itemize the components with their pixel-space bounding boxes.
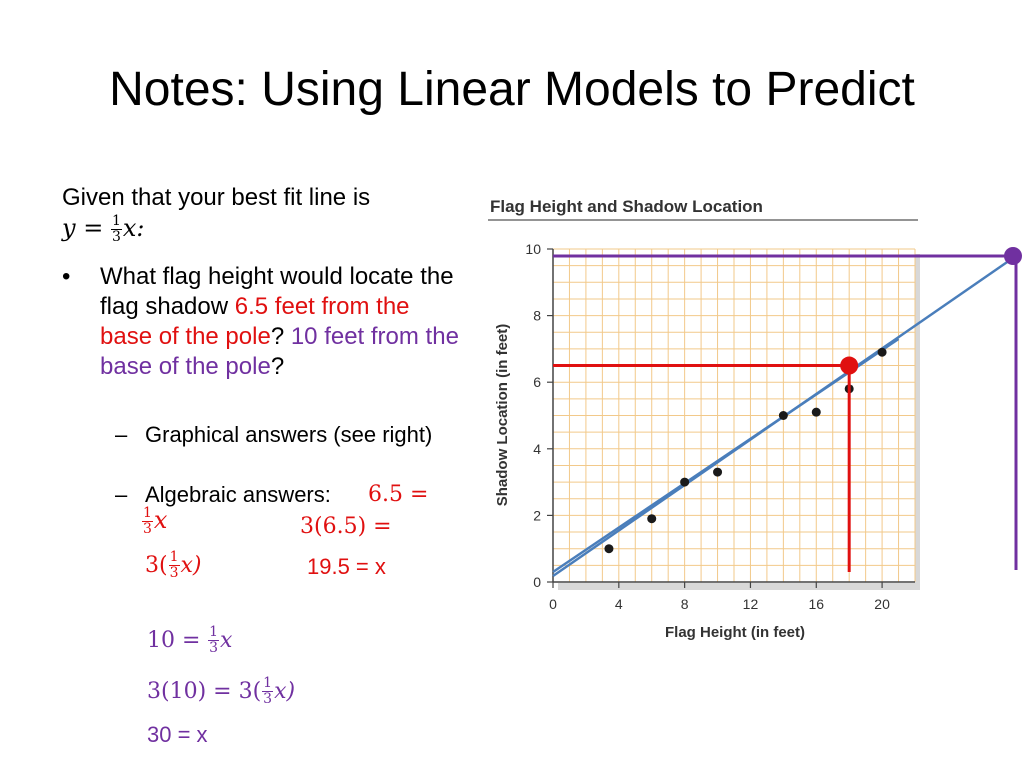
y-tick-label: 0	[533, 574, 541, 590]
question-part-3: ?	[270, 353, 285, 380]
question-red-part: 6.5 feet from the base of the pole	[100, 293, 410, 350]
x-tick-label: 4	[615, 596, 623, 612]
purple-eq-2: 3(10) = 3(1 3 x)	[147, 675, 296, 708]
sub-dash-1: –	[115, 422, 128, 447]
x-tick-label: 8	[681, 596, 689, 612]
y-tick-label: 2	[533, 507, 541, 523]
chart-title: Flag Height and Shadow Location	[490, 197, 763, 216]
data-point	[647, 514, 657, 524]
question-part-2: ?	[270, 323, 291, 350]
y-tick-label: 10	[525, 241, 541, 257]
red-eq-1b: 3(6.5) =	[300, 514, 392, 539]
slide-title: Notes: Using Linear Models to Predict	[109, 63, 915, 116]
y-axis-label: Shadow Location (in feet)	[494, 324, 511, 507]
prediction-guides	[553, 247, 1022, 572]
data-point	[811, 407, 821, 417]
bullet-mark: •	[62, 263, 71, 290]
red-eq-2b: 19.5 = x	[307, 554, 386, 579]
y-tick-label: 8	[533, 308, 541, 324]
intro-label: Given that your best fit line is	[62, 184, 371, 211]
data-point	[877, 347, 887, 357]
sub-dash-2: –	[115, 482, 128, 507]
data-point	[778, 411, 788, 420]
y-tick-labels: 0 2 4 6 8 10	[525, 241, 541, 590]
purple-eq-3: 30 = x	[147, 722, 208, 747]
axis-ticks	[547, 248, 883, 588]
x-tick-label: 16	[808, 596, 824, 612]
graphical-answers: Graphical answers (see right)	[145, 422, 433, 447]
x-axis-label: Flag Height (in feet)	[665, 624, 805, 641]
intro-eq-lhs: y =	[62, 214, 104, 242]
red-eq-1a: 6.5 =	[368, 482, 429, 507]
red-point	[840, 356, 859, 375]
bullet-question: What flag height would locate the flag s…	[100, 262, 462, 382]
data-point	[604, 544, 614, 554]
data-point	[680, 477, 690, 487]
grid-lines	[552, 248, 916, 583]
y-tick-label: 6	[533, 374, 541, 390]
intro-eq-rhs: x:	[122, 214, 145, 242]
question-purple-part: 10 feet from the base of the pole	[100, 323, 459, 380]
x-tick-label: 20	[874, 596, 890, 612]
x-tick-labels: 0 4 8 12 16 20	[549, 596, 890, 612]
x-tick-label: 12	[743, 596, 759, 612]
purple-point	[1004, 247, 1022, 265]
question-part-1: What flag height would locate the flag s…	[100, 263, 454, 320]
algebraic-label: Algebraic answers:	[145, 482, 331, 507]
y-tick-label: 4	[533, 441, 541, 457]
data-point	[713, 467, 723, 477]
data-points	[604, 347, 887, 554]
x-tick-label: 0	[549, 596, 557, 612]
red-eq-2a: 3(1 3 x)	[145, 549, 202, 582]
